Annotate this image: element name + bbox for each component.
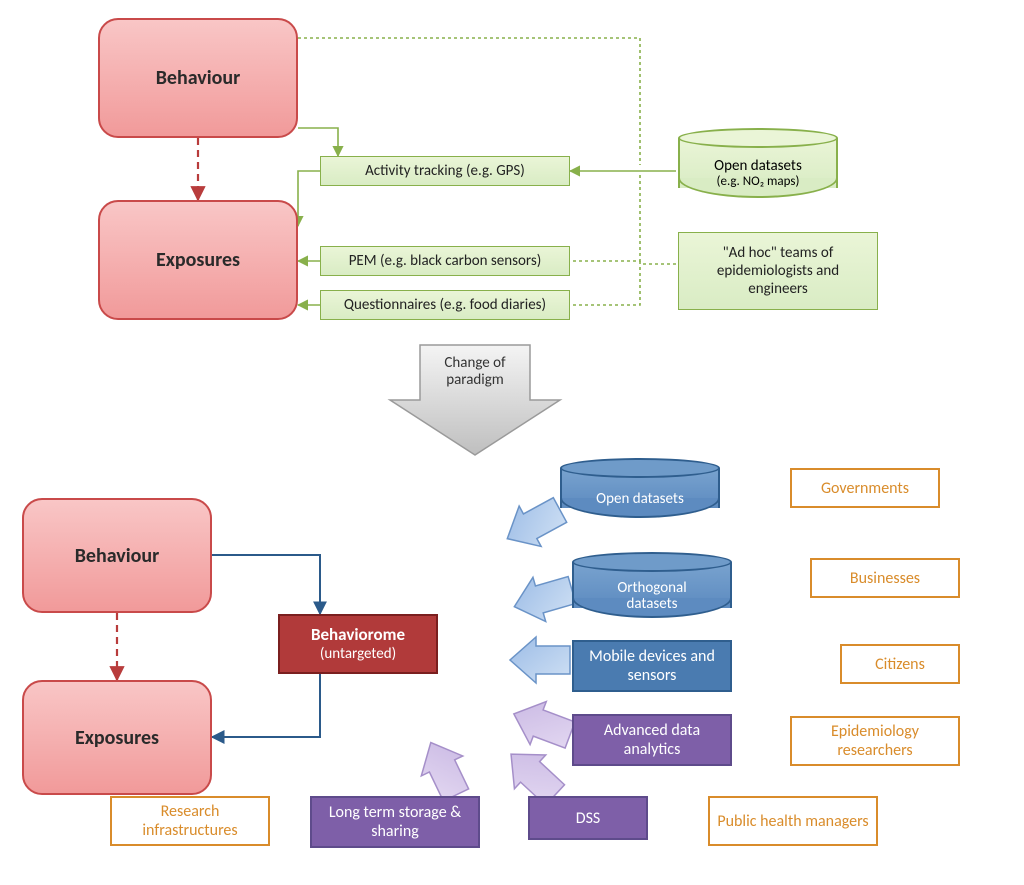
label: DSS [576,809,601,828]
label: PEM (e.g. black carbon sensors) [349,252,542,270]
node-open-datasets-bottom: Open datasets [560,458,720,518]
label: Activity tracking (e.g. GPS) [365,162,525,180]
node-public-health: Public health managers [708,796,878,846]
node-activity-tracking: Activity tracking (e.g. GPS) [320,156,570,186]
label: Advanced data analytics [574,721,730,759]
label2: (untargeted) [320,645,396,663]
node-exposures-top: Exposures [98,200,298,320]
node-questionnaires: Questionnaires (e.g. food diaries) [320,290,570,320]
label2: datasets [626,596,677,613]
node-behaviour-bottom: Behaviour [22,498,212,613]
node-pem: PEM (e.g. black carbon sensors) [320,246,570,276]
node-governments: Governments [790,468,940,508]
label: Open datasets [596,490,684,508]
node-epidemiology-researchers: Epidemiology researchers [790,716,960,766]
paradigm-label: Change of paradigm [420,350,530,394]
label: Research infrastructures [112,802,268,840]
node-adhoc-teams: "Ad hoc" teams of epidemiologists and en… [678,232,878,310]
label: Behaviour [75,544,160,568]
node-exposures-bottom: Exposures [22,680,212,795]
label: Mobile devices and sensors [574,647,730,685]
label: Exposures [75,726,159,750]
label: Behaviour [156,66,241,90]
label: Long term storage & sharing [312,803,478,841]
node-research-infra: Research infrastructures [110,796,270,846]
node-mobile-sensors: Mobile devices and sensors [572,640,732,692]
label: "Ad hoc" teams of epidemiologists and en… [687,244,869,298]
label: Public health managers [717,812,868,831]
label1: Open datasets [714,158,802,175]
label1: Behaviorome [311,625,405,645]
label: Questionnaires (e.g. food diaries) [344,296,546,314]
node-businesses: Businesses [810,558,960,598]
node-citizens: Citizens [840,644,960,684]
label: Businesses [850,569,920,588]
label: Governments [821,479,909,498]
label: Exposures [156,248,240,272]
label2: (e.g. NO₂ maps) [717,175,800,190]
node-orthogonal-datasets: Orthogonal datasets [572,552,732,618]
label: Citizens [875,655,925,674]
node-behaviorome: Behaviorome (untargeted) [278,614,438,674]
label1: Orthogonal [617,580,686,597]
node-behaviour-top: Behaviour [98,18,298,138]
node-open-datasets-top: Open datasets (e.g. NO₂ maps) [678,128,838,198]
node-storage: Long term storage & sharing [310,796,480,848]
label: Epidemiology researchers [792,722,958,760]
node-dss: DSS [528,796,648,840]
node-analytics: Advanced data analytics [572,714,732,766]
